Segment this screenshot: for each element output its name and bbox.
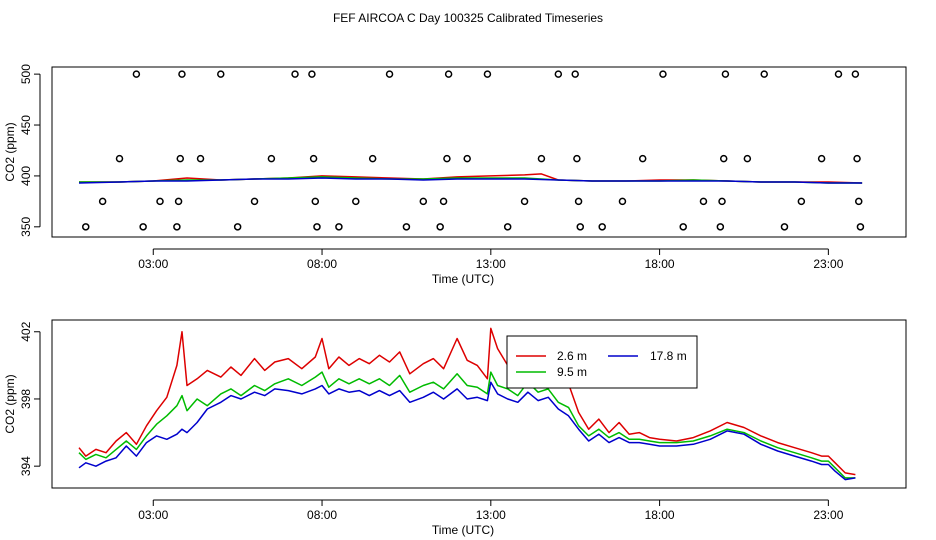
reference-point: [233, 223, 242, 231]
reference-point: [132, 70, 141, 78]
x-tick-label: 23:00: [813, 508, 843, 522]
y-tick-label: 400: [19, 166, 33, 186]
x-tick-label: 08:00: [307, 257, 337, 271]
reference-point: [156, 197, 164, 206]
series-line-17-8-mm: [78, 177, 863, 184]
reference-point: [853, 154, 861, 163]
reference-point: [537, 154, 546, 163]
reference-point: [618, 197, 627, 206]
series-line-9-5-mm: [78, 371, 856, 479]
reference-point: [503, 223, 512, 231]
legend-label: 9.5 m: [557, 365, 587, 379]
y-tick-label: 350: [19, 216, 33, 236]
legend-label: 2.6 m: [557, 349, 587, 363]
x-tick-label: 03:00: [138, 508, 168, 522]
bottom-panel: 03:00 08:00 13:00 18:00 23:00 Time (UTC) 394 39…: [3, 319, 907, 537]
reference-point: [719, 154, 728, 163]
reference-point: [573, 154, 581, 163]
y-tick-label: 500: [19, 64, 33, 84]
x-tick-label: 03:00: [138, 257, 168, 271]
reference-point: [576, 223, 585, 231]
x-tick-label: 23:00: [813, 257, 843, 271]
reference-point: [699, 197, 708, 206]
reference-point: [115, 154, 124, 163]
reference-points: [82, 70, 865, 231]
reference-point: [797, 197, 806, 206]
y-tick-label: 394: [19, 456, 33, 476]
x-axis-label: Time (UTC): [432, 523, 494, 537]
x-tick-label: 13:00: [476, 508, 506, 522]
reference-point: [419, 197, 428, 206]
reference-point: [638, 154, 647, 163]
reference-point: [679, 223, 687, 231]
reference-point: [250, 197, 259, 206]
reference-point: [834, 70, 843, 78]
reference-point: [308, 70, 316, 78]
series-line-2-6-mm: [78, 327, 856, 476]
reference-point: [174, 197, 183, 206]
reference-point: [520, 197, 529, 206]
reference-point: [309, 154, 318, 163]
reference-point: [718, 197, 726, 206]
legend: 2.6 m 9.5 m 17.8 m: [506, 335, 698, 389]
reference-point: [571, 70, 579, 78]
reference-point: [851, 70, 860, 78]
reference-point: [402, 223, 411, 231]
reference-point: [313, 223, 321, 231]
reference-point: [139, 223, 147, 231]
legend-label: 17.8 m: [650, 349, 687, 363]
reference-point: [721, 70, 730, 78]
y-tick-label: 398: [19, 389, 33, 409]
reference-point: [817, 154, 826, 163]
reference-point: [368, 154, 377, 163]
plot-frame: [51, 319, 907, 489]
x-tick-label: 13:00: [476, 257, 506, 271]
reference-point: [311, 197, 320, 206]
reference-point: [82, 223, 90, 231]
x-tick-label: 18:00: [645, 508, 675, 522]
y-axis-label: CO2 (ppm): [3, 374, 17, 433]
x-tick-label: 18:00: [645, 257, 675, 271]
y-tick-label: 402: [19, 321, 33, 341]
reference-point: [780, 223, 789, 231]
reference-point: [444, 70, 453, 78]
reference-point: [760, 70, 768, 78]
x-tick-label: 08:00: [307, 508, 337, 522]
reference-point: [659, 70, 667, 78]
reference-point: [335, 223, 343, 231]
reference-point: [291, 70, 299, 78]
reference-point: [217, 70, 225, 78]
reference-point: [716, 223, 725, 231]
reference-point: [436, 223, 444, 231]
reference-point: [173, 223, 181, 231]
y-axis-label: CO2 (ppm): [3, 122, 17, 181]
reference-point: [554, 70, 563, 78]
reference-point: [743, 154, 752, 163]
reference-point: [854, 197, 863, 206]
reference-point: [196, 154, 205, 163]
reference-point: [385, 70, 394, 78]
series-line-17-8-mm: [78, 381, 856, 481]
plot-frame: [51, 66, 907, 238]
reference-point: [176, 154, 185, 163]
reference-point: [352, 197, 360, 206]
reference-point: [443, 154, 451, 163]
chart-title: FEF AIRCOA C Day 100325 Calibrated Times…: [333, 11, 603, 25]
legend-box: [506, 335, 698, 389]
top-panel: 03:00 08:00 13:00 18:00 23:00 Time (UTC) 350 40…: [3, 64, 907, 286]
reference-point: [483, 70, 492, 78]
reference-point: [463, 154, 471, 163]
reference-point: [574, 197, 583, 206]
reference-point: [178, 70, 186, 78]
reference-point: [856, 223, 865, 231]
reference-point: [598, 223, 606, 231]
reference-point: [267, 154, 276, 163]
x-axis-label: Time (UTC): [432, 272, 494, 286]
reference-point: [439, 197, 448, 206]
y-tick-label: 450: [19, 115, 33, 135]
reference-point: [98, 197, 107, 206]
